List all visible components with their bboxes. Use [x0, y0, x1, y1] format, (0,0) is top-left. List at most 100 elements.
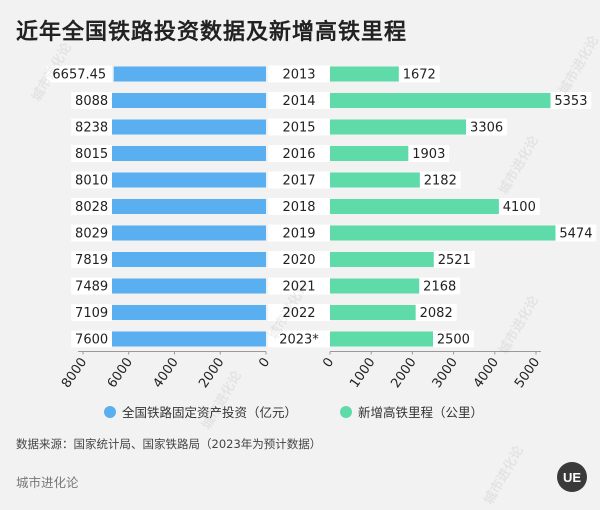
year-label: 2019 — [282, 227, 315, 242]
investment-tick-label: 8000 — [59, 355, 90, 391]
year-label: 2018 — [282, 200, 315, 215]
year-label-bg — [268, 251, 330, 268]
year-label-bg — [268, 330, 330, 348]
investment-bar — [94, 278, 267, 294]
legend-investment-label: 全国铁路固定资产投资（亿元） — [122, 405, 298, 420]
investment-value-label: 8029 — [75, 227, 108, 242]
investment-bar — [82, 225, 266, 241]
year-label-bg — [268, 224, 330, 242]
year-label-bg — [268, 277, 330, 295]
mileage-tick-label: 0 — [320, 355, 337, 370]
year-label: 2021 — [282, 280, 315, 295]
investment-bar — [82, 146, 266, 161]
mileage-value-label: 2521 — [438, 253, 471, 268]
investment-label-bg — [71, 330, 112, 348]
investment-tick-label: 2000 — [196, 355, 227, 391]
mileage-value-label: 5353 — [554, 94, 587, 109]
investment-value-label: 8028 — [75, 200, 108, 215]
watermark: 城市进化论 — [481, 443, 527, 508]
legend-mileage: 新增高铁里程（公里） — [340, 402, 483, 421]
investment-label-bg — [71, 198, 112, 215]
investment-value-label: 8015 — [75, 147, 108, 162]
investment-value-label: 8238 — [75, 121, 108, 136]
investment-label-bg — [46, 65, 112, 83]
ue-logo: UE — [557, 462, 587, 492]
mileage-label-bg — [433, 251, 475, 268]
investment-bar — [113, 66, 266, 82]
year-label: 2014 — [282, 94, 315, 109]
brand-name: 城市进化论 — [16, 475, 79, 490]
investment-bar — [80, 93, 266, 108]
year-label-bg — [268, 198, 330, 215]
investment-tick-label: 6000 — [105, 355, 136, 391]
mileage-label-bg — [498, 198, 540, 215]
mileage-bar — [330, 172, 420, 188]
mileage-tick-label: 4000 — [471, 355, 502, 391]
mileage-bar — [330, 252, 434, 267]
year-label: 2013 — [282, 68, 315, 83]
year-label-bg — [268, 304, 330, 321]
mileage-value-label: 2082 — [420, 306, 453, 321]
investment-tick-label: 4000 — [151, 355, 182, 391]
investment-label-bg — [71, 251, 112, 268]
investment-value-label: 7819 — [75, 253, 108, 268]
year-label: 2022 — [282, 306, 315, 321]
mileage-value-label: 5474 — [559, 227, 592, 242]
mileage-bar — [330, 146, 409, 161]
investment-value-label: 6657.45 — [52, 68, 106, 83]
mileage-bar — [330, 305, 416, 320]
mileage-value-label: 1903 — [412, 147, 445, 162]
year-label: 2020 — [282, 253, 315, 268]
mileage-tick-label: 5000 — [512, 355, 543, 391]
mileage-label-bg — [466, 118, 508, 136]
mileage-label-bg — [419, 277, 461, 295]
investment-bar — [77, 119, 266, 135]
mileage-label-bg — [555, 224, 597, 242]
investment-label-bg — [71, 224, 112, 242]
year-label: 2015 — [282, 121, 315, 136]
mileage-bar — [330, 119, 467, 135]
mileage-value-label: 3306 — [470, 121, 503, 136]
mileage-label-bg — [419, 171, 461, 189]
investment-bar — [92, 331, 267, 347]
investment-label-bg — [71, 92, 112, 109]
investment-value-label: 7109 — [75, 306, 108, 321]
mileage-label-bg — [408, 145, 450, 162]
mileage-value-label: 1672 — [403, 68, 436, 83]
investment-bar — [82, 199, 266, 214]
year-label-bg — [268, 92, 330, 109]
year-label-bg — [268, 65, 330, 83]
mileage-bar — [330, 278, 420, 294]
year-label-bg — [268, 118, 330, 136]
mileage-tick-label: 2000 — [388, 355, 419, 391]
mileage-value-label: 2168 — [423, 280, 456, 295]
legend-investment-swatch — [104, 405, 116, 418]
investment-label-bg — [71, 277, 112, 295]
investment-value-label: 7489 — [75, 280, 108, 295]
investment-value-label: 7600 — [75, 333, 108, 348]
mileage-tick-label: 1000 — [347, 355, 378, 391]
year-label: 2017 — [282, 174, 315, 189]
mileage-value-label: 2182 — [424, 174, 457, 189]
investment-bar — [103, 305, 266, 320]
mileage-label-bg — [433, 330, 474, 348]
mileage-label-bg — [550, 92, 592, 109]
legend-investment: 全国铁路固定资产投资（亿元） — [104, 402, 297, 421]
year-label-bg — [268, 171, 330, 189]
investment-bar — [82, 172, 267, 188]
investment-bar — [87, 252, 266, 267]
mileage-bar — [330, 66, 399, 82]
mileage-label-bg — [415, 304, 457, 321]
investment-label-bg — [71, 171, 112, 189]
investment-tick-label: 0 — [256, 355, 273, 370]
chart-svg: 6657.45 2013 1672 8088 2014 5353 8238 2015 3306 8… — [46, 65, 597, 391]
mileage-value-label: 2500 — [437, 333, 470, 348]
mileage-bar — [330, 199, 499, 214]
legend-mileage-swatch — [340, 405, 352, 418]
mileage-tick-label: 3000 — [430, 355, 461, 391]
year-label-bg — [268, 145, 330, 162]
investment-label-bg — [71, 118, 112, 136]
mileage-bar — [330, 225, 556, 241]
year-label: 2023* — [279, 333, 319, 348]
investment-value-label: 8088 — [75, 94, 108, 109]
